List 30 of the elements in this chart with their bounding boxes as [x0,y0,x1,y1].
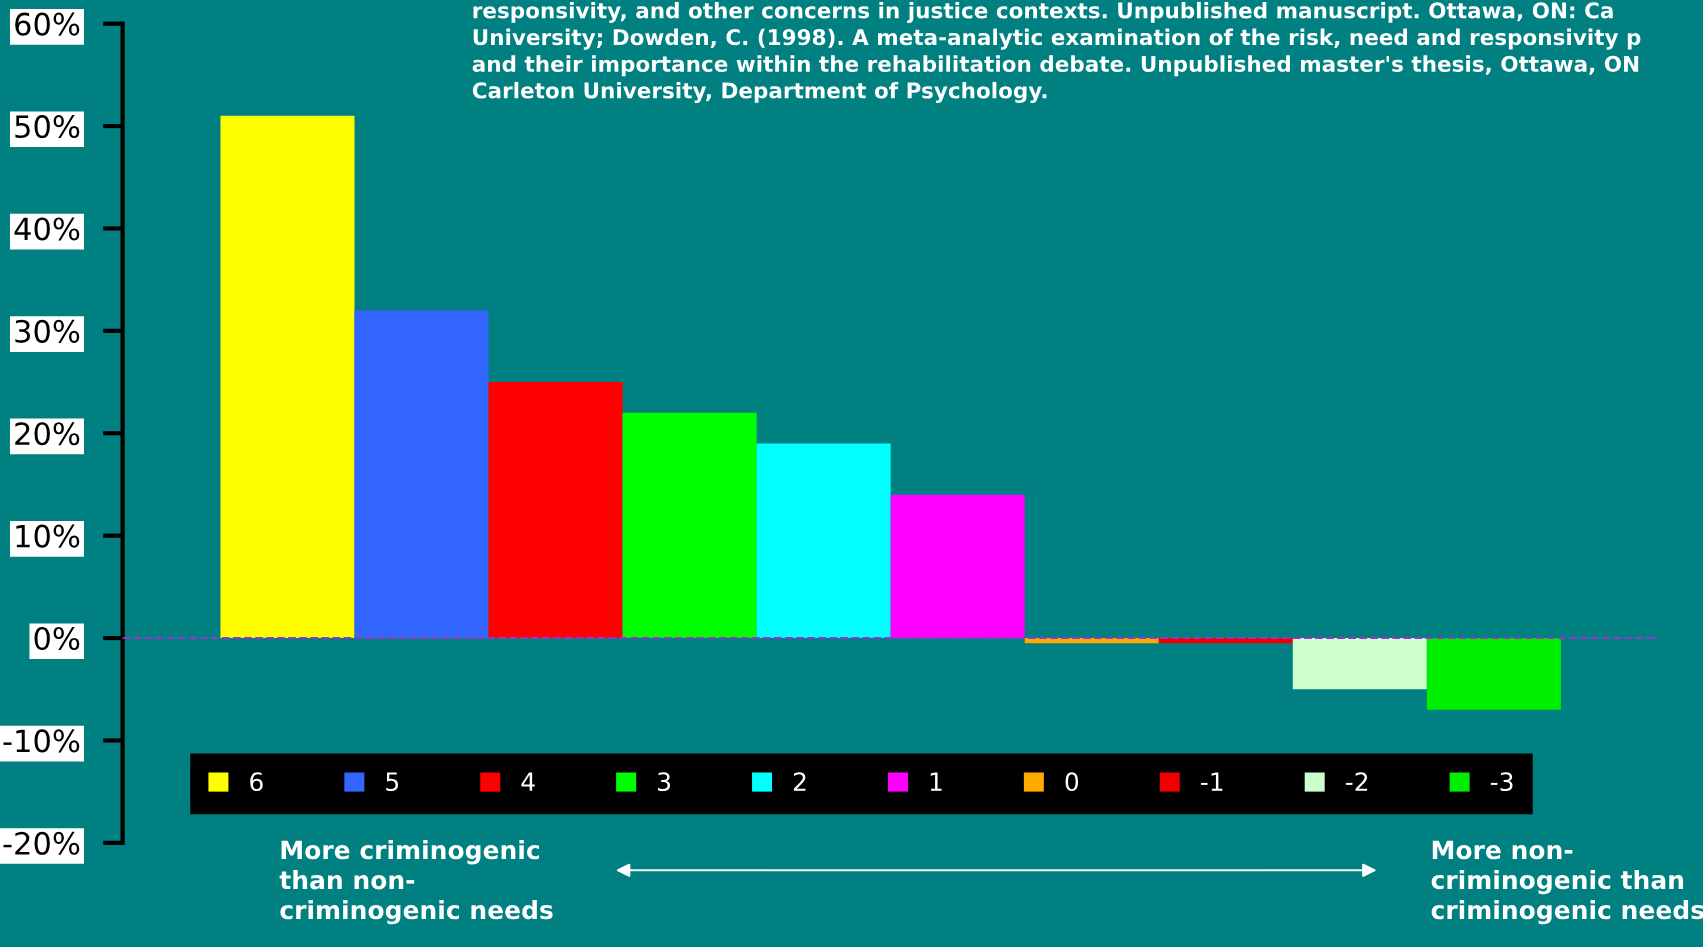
legend-label: 4 [521,772,535,791]
y-tick-label: 40% [14,217,80,241]
bar [488,382,623,639]
annotation: responsivity, and other concerns in justice contexts. Unpublished manuscript. Ottawa, ON: Ca University; Dowden, C. (1998). A meta-analytic examination of the risk, need and responsivity p and their importance within the rehabilitation debate. Unpublished master's thesis, Ottawa, ON Carleton University, Department of Psychology. [472,1,1641,103]
legend-label: 3 [658,772,671,792]
bar [1292,638,1427,690]
y-tick-label: 50% [15,115,80,139]
bar [1426,638,1561,710]
legend-label: 6 [250,772,263,792]
y-tick-label: 0% [34,626,80,651]
legend-label: 5 [386,772,399,792]
bar [354,310,489,639]
y-tick-label: -20% [3,831,80,855]
legend-label: -3 [1490,772,1513,792]
legend-label: 1 [930,772,942,791]
y-tick-label: 20% [15,422,80,446]
y-tick-label: 60% [15,12,80,36]
y-tick-label: 10% [16,524,80,548]
legend-label: -1 [1200,772,1223,791]
bar [890,494,1025,639]
bar [220,115,355,639]
y-tick-label: 30% [15,319,80,343]
annotation: More criminogenic than non- criminogenic needs [279,839,553,925]
legend-label: 0 [1065,772,1079,792]
bar [756,443,891,639]
legend-label: -2 [1345,772,1368,791]
legend-label: 2 [793,772,806,791]
y-tick-label: -10% [3,729,80,753]
annotation: More non- criminogenic than criminogenic needs [1431,840,1703,925]
bar [622,412,757,639]
